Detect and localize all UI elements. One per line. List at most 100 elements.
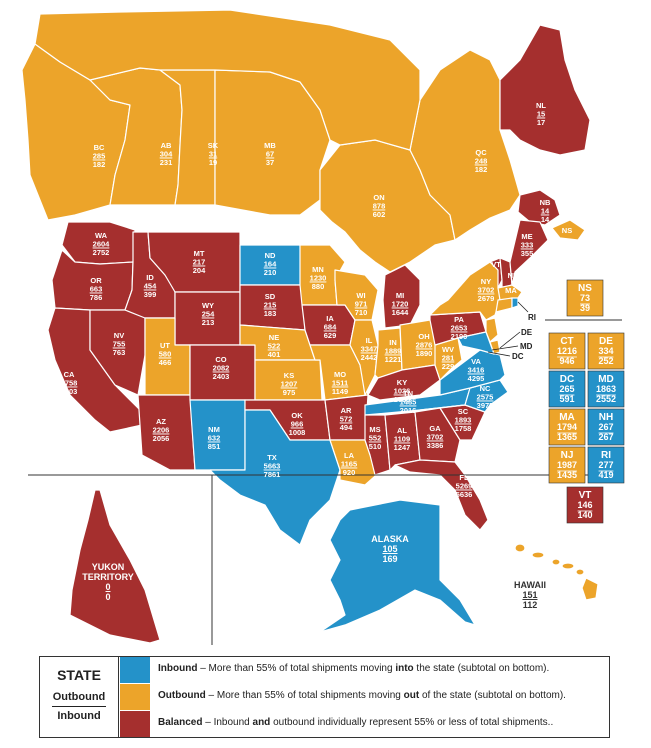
legend-key-outbound: Outbound <box>52 691 106 703</box>
legend-row-balanced: Balanced – Inbound and outbound individu… <box>120 711 609 737</box>
region-inbound-or: 786 <box>90 293 103 302</box>
region-ri[interactable] <box>511 297 519 309</box>
legend-key-title: STATE <box>57 667 101 683</box>
region-code-ma_map: MA <box>505 286 517 295</box>
region-outbound-alaska: 105 <box>382 544 397 554</box>
region-code-vt_map: VT <box>491 260 501 269</box>
region-me[interactable] <box>509 219 549 286</box>
region-inbound-az: 2056 <box>153 434 170 443</box>
region-ny[interactable] <box>429 261 501 321</box>
region-inbound-fl: 5636 <box>456 490 473 499</box>
region-inbound-ms: 510 <box>369 442 382 451</box>
region-inbound-al: 1247 <box>394 443 411 452</box>
sidebar-text-vt-0: VT <box>579 490 592 501</box>
region-code-wy: WY <box>202 301 214 310</box>
region-inbound-nb: 14 <box>541 215 550 224</box>
region-inbound-hawaii: 112 <box>523 600 538 610</box>
region-inbound-wi: 710 <box>355 308 368 317</box>
sidebar-text-dc-0: DC <box>560 374 574 385</box>
region-code-or: OR <box>90 276 102 285</box>
region-outbound-mb: 67 <box>266 150 274 159</box>
region-outbound-me: 333 <box>521 241 534 250</box>
region-va[interactable] <box>439 349 506 396</box>
region-hawaii[interactable] <box>514 543 599 601</box>
sidebar-text-md-1: 1863 <box>596 384 616 394</box>
region-nc[interactable] <box>419 379 509 413</box>
region-alaska[interactable] <box>319 499 476 633</box>
legend-row-inbound: Inbound – More than 55% of total shipmen… <box>120 657 609 683</box>
region-mi[interactable] <box>382 264 421 329</box>
region-ct[interactable] <box>495 297 513 313</box>
region-md[interactable] <box>457 331 495 355</box>
region-outbound-ok: 966 <box>291 420 304 429</box>
region-inbound-ab: 231 <box>160 158 173 167</box>
region-inbound-sd: 183 <box>264 309 277 318</box>
region-outbound-az: 2206 <box>153 426 170 435</box>
sidebar-text-dc-1: 265 <box>559 384 574 394</box>
sidebar-text-ri-0: RI <box>601 450 611 461</box>
region-code-ab: AB <box>161 141 172 150</box>
region-nb[interactable] <box>517 189 561 226</box>
region-yukon[interactable] <box>69 489 161 644</box>
region-inbound-oh: 1890 <box>416 349 433 358</box>
region-ma[interactable] <box>497 284 523 301</box>
region-inbound-qc: 182 <box>475 165 488 174</box>
region-inbound-co: 2403 <box>213 372 230 381</box>
sidebar-text-ma-0: MA <box>559 412 575 423</box>
region-inbound-ks: 975 <box>283 388 296 397</box>
region-code-nl: NL <box>536 101 546 110</box>
region-outbound-va: 3416 <box>468 366 485 375</box>
region-inbound-ne: 401 <box>268 350 281 359</box>
region-outbound-pa: 2653 <box>451 324 468 333</box>
region-code-nc: NC <box>480 384 491 393</box>
region-outbound-hawaii: 151 <box>522 590 537 600</box>
region-outbound-fl: 5269 <box>456 482 473 491</box>
sidebar-text-de-0: DE <box>599 336 613 347</box>
region-vt[interactable] <box>489 257 503 289</box>
region-outbound-sk: 31 <box>209 150 217 159</box>
region-outbound-ut: 580 <box>159 350 172 359</box>
region-nj[interactable] <box>485 317 499 343</box>
legend-row-outbound: Outbound – More than 55% of total shipme… <box>120 684 609 710</box>
sidebar-text-dc-2: 591 <box>559 394 574 404</box>
region-label-nh_map: NH <box>508 271 519 280</box>
region-ns[interactable] <box>551 219 586 241</box>
region-code-az: AZ <box>156 417 166 426</box>
region-nl[interactable] <box>499 24 591 156</box>
region-inbound-nc: 3975 <box>477 401 494 410</box>
region-inbound-wv: 229 <box>442 362 455 371</box>
region-il[interactable] <box>349 319 379 396</box>
region-inbound-nd: 210 <box>264 268 277 277</box>
small-states-sidebar: NS7339CT1216946DE334252DC265591MD1863255… <box>548 279 625 524</box>
region-outbound-ga: 3702 <box>427 433 444 442</box>
region-outbound-tx: 5663 <box>264 462 281 471</box>
region-code-mt: MT <box>194 249 205 258</box>
region-tx[interactable] <box>209 409 341 546</box>
